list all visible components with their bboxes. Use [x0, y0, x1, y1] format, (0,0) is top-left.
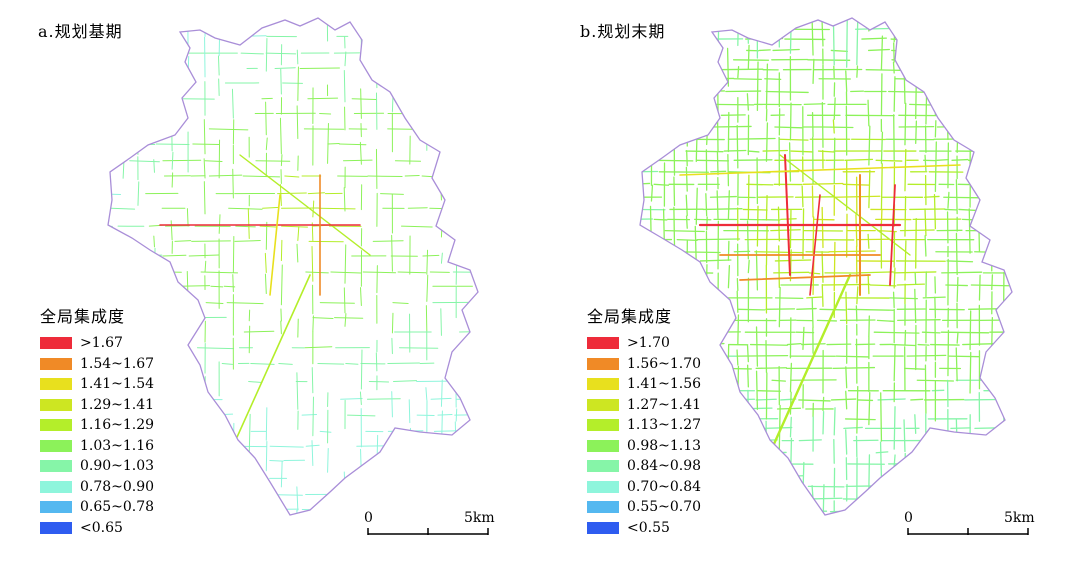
legend-label: <0.55	[627, 519, 670, 536]
legend-item: 0.78~0.90	[40, 477, 154, 498]
scale-bar-graphic	[367, 528, 489, 535]
legend-swatch	[587, 398, 619, 411]
legend-item: 1.16~1.29	[40, 415, 154, 436]
legend-label: 1.29~1.41	[80, 396, 155, 413]
legend-item: 1.56~1.70	[587, 354, 701, 375]
legend-swatch	[587, 480, 619, 493]
scale-start-label: 0	[364, 510, 373, 526]
legend-swatch	[40, 419, 72, 432]
legend-swatch	[40, 480, 72, 493]
legend-item: 1.54~1.67	[40, 354, 154, 375]
legend-label: 1.27~1.41	[627, 396, 702, 413]
legend-swatch	[587, 460, 619, 473]
legend-swatch	[587, 501, 619, 514]
legend-item: 0.70~0.84	[587, 477, 701, 498]
map-base-period	[107, 17, 479, 516]
legend-items: >1.67 1.54~1.67 1.41~1.54 1.29~1.41 1.16~1.2…	[40, 333, 154, 538]
legend-item: <0.55	[587, 518, 701, 539]
legend-label: 1.41~1.54	[80, 376, 155, 393]
legend: 全局集成度 >1.67 1.54~1.67 1.41~1.54 1.29~1.41 1.…	[40, 303, 154, 538]
legend-label: 0.90~1.03	[80, 458, 155, 475]
map-final-period	[639, 17, 1013, 516]
legend-label: 1.56~1.70	[627, 355, 702, 372]
legend-item: 0.84~0.98	[587, 456, 701, 477]
legend-item: 0.98~1.13	[587, 436, 701, 457]
legend-swatch	[40, 460, 72, 473]
legend-swatch	[40, 398, 72, 411]
legend-swatch	[40, 501, 72, 514]
scale-end-label: 5km	[464, 510, 495, 526]
scale-start-label: 0	[904, 510, 913, 526]
legend-label: >1.67	[80, 335, 123, 352]
legend-item: 1.03~1.16	[40, 436, 154, 457]
legend-item: 0.65~0.78	[40, 497, 154, 518]
legend-label: 0.70~0.84	[627, 478, 702, 495]
legend-label: 1.54~1.67	[80, 355, 155, 372]
legend-label: 1.16~1.29	[80, 417, 155, 434]
legend-item: 1.29~1.41	[40, 395, 154, 416]
legend-swatch	[40, 378, 72, 391]
legend-item: 1.41~1.54	[40, 374, 154, 395]
city-boundary	[107, 17, 479, 516]
scale-end-label: 5km	[1004, 510, 1035, 526]
legend-swatch	[587, 439, 619, 452]
map-panel-base-period: a.规划基期 全局集成度 >1.67 1.54~1.67 1.41~1.54 1.29…	[0, 0, 540, 565]
legend-label: >1.70	[627, 335, 670, 352]
legend-item: 1.13~1.27	[587, 415, 701, 436]
legend-items: >1.70 1.56~1.70 1.41~1.56 1.27~1.41 1.13~1.2…	[587, 333, 701, 538]
legend-label: 0.78~0.90	[80, 478, 155, 495]
legend-item: 1.41~1.56	[587, 374, 701, 395]
legend-label: <0.65	[80, 519, 123, 536]
legend-item: 1.27~1.41	[587, 395, 701, 416]
legend-swatch	[40, 357, 72, 370]
legend-swatch	[40, 337, 72, 350]
legend-swatch	[587, 378, 619, 391]
legend-swatch	[587, 357, 619, 370]
legend-label: 1.13~1.27	[627, 417, 702, 434]
legend-label: 0.84~0.98	[627, 458, 702, 475]
panel-title: b.规划末期	[580, 22, 666, 41]
legend-label: 1.03~1.16	[80, 437, 155, 454]
map-panel-final-period: b.规划末期 全局集成度 >1.70 1.56~1.70 1.41~1.56 1.27…	[540, 0, 1081, 565]
legend-label: 1.41~1.56	[627, 376, 702, 393]
panel-title: a.规划基期	[38, 22, 123, 41]
legend-item: 0.90~1.03	[40, 456, 154, 477]
scale-bar-graphic	[907, 528, 1029, 535]
legend: 全局集成度 >1.70 1.56~1.70 1.41~1.56 1.27~1.41 1.…	[587, 303, 701, 538]
legend-swatch	[587, 521, 619, 534]
legend-label: 0.55~0.70	[627, 499, 702, 516]
legend-item: >1.70	[587, 333, 701, 354]
legend-label: 0.65~0.78	[80, 499, 155, 516]
scale-bar: 0 5km	[900, 510, 1060, 550]
legend-item: 0.55~0.70	[587, 497, 701, 518]
legend-item: <0.65	[40, 518, 154, 539]
legend-swatch	[587, 337, 619, 350]
scale-bar: 0 5km	[360, 510, 520, 550]
city-boundary	[639, 17, 1013, 516]
legend-item: >1.67	[40, 333, 154, 354]
legend-label: 0.98~1.13	[627, 437, 702, 454]
legend-title: 全局集成度	[587, 307, 673, 326]
legend-swatch	[587, 419, 619, 432]
legend-swatch	[40, 439, 72, 452]
legend-title: 全局集成度	[40, 307, 126, 326]
legend-swatch	[40, 521, 72, 534]
